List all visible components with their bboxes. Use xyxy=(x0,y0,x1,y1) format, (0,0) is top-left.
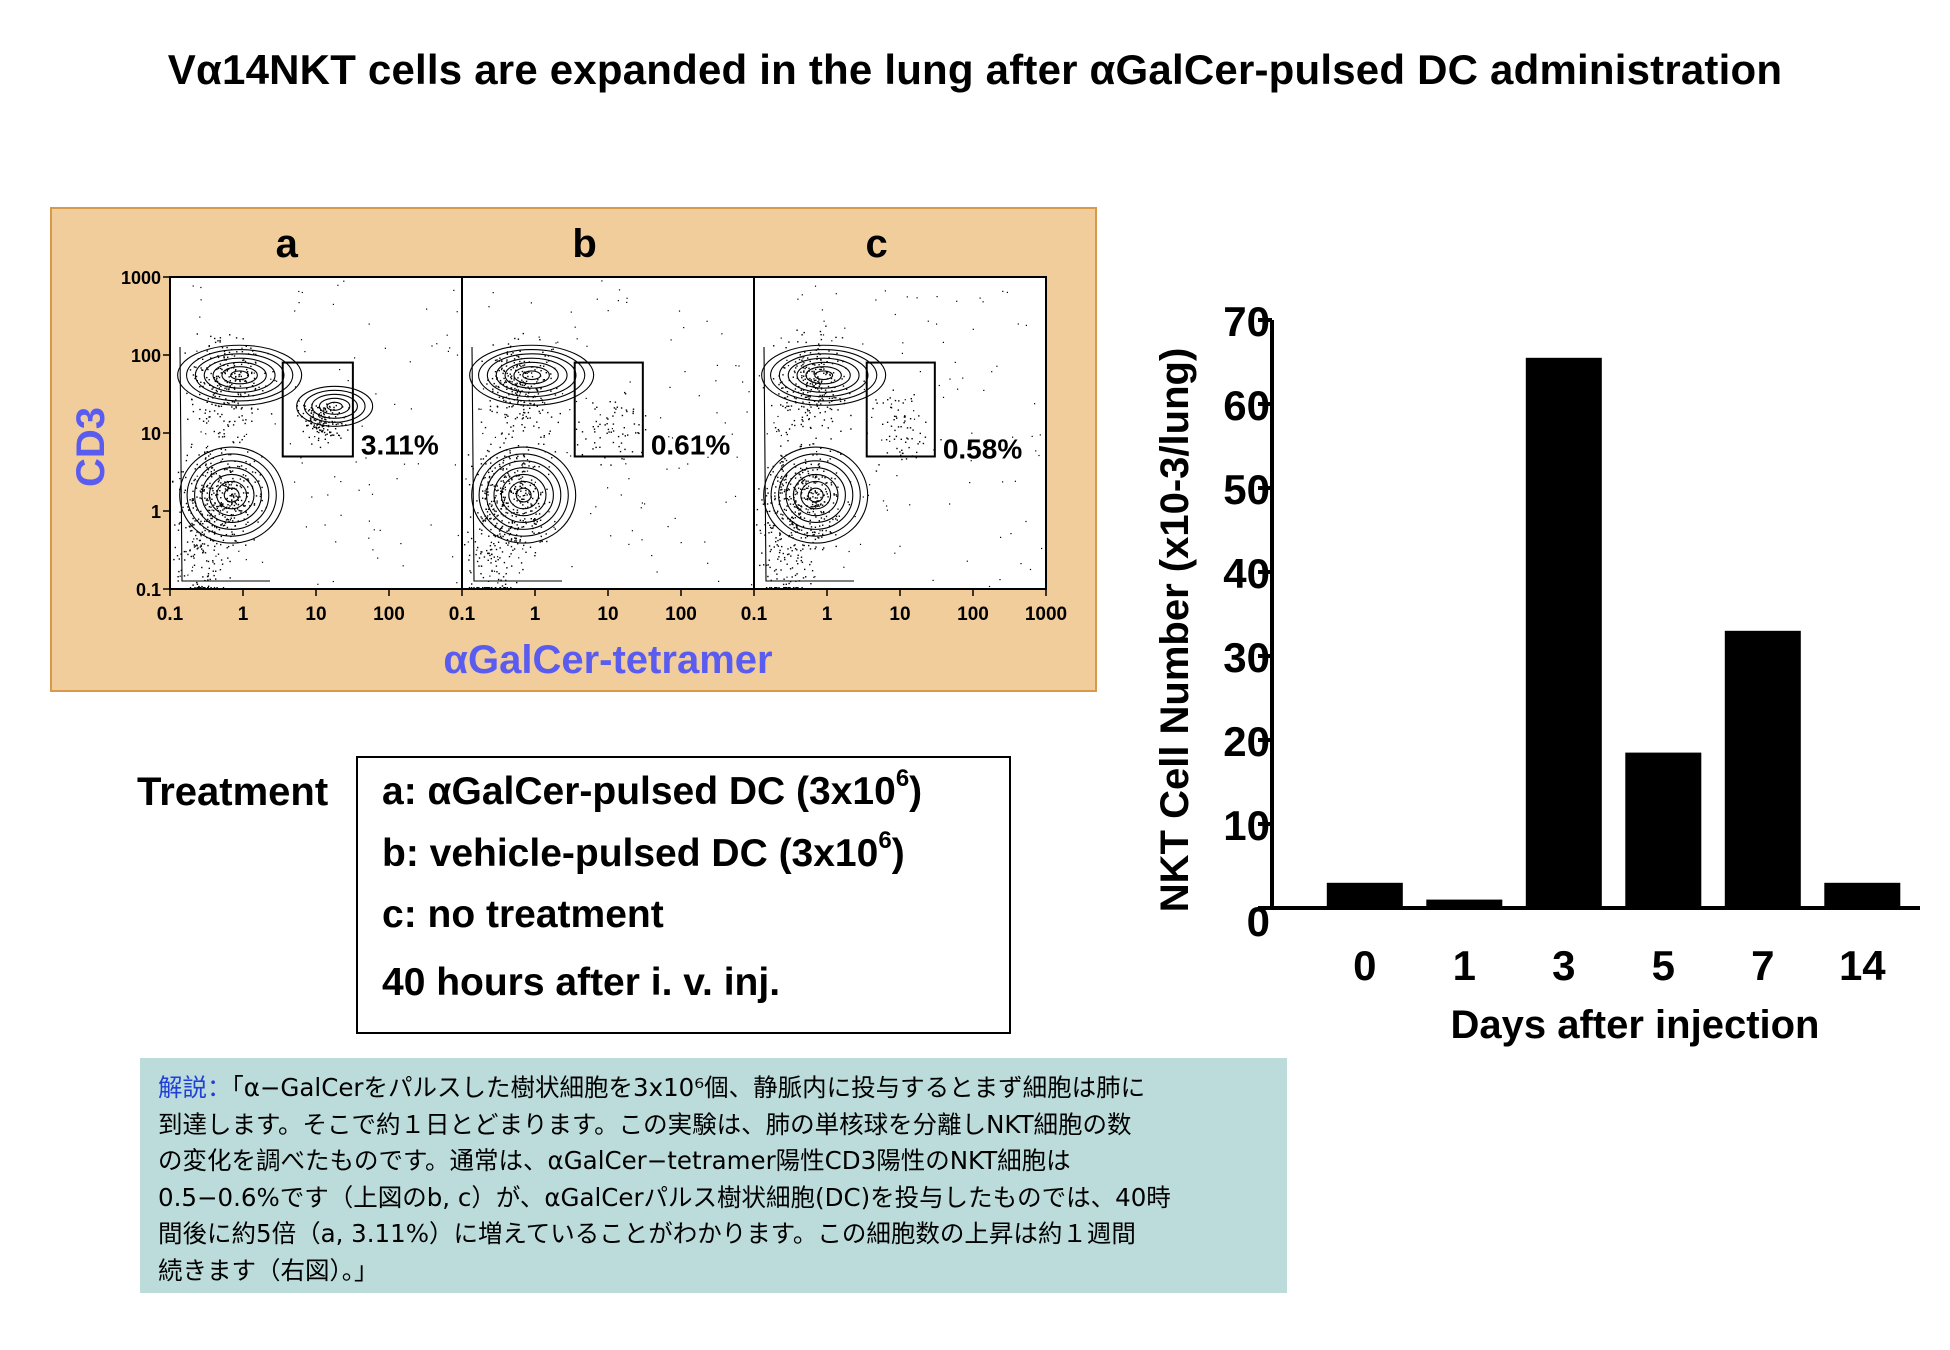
gate-box xyxy=(281,361,354,458)
x-tick-label: 10 xyxy=(597,604,618,625)
gate-percent: 3.11% xyxy=(361,429,439,460)
x-tick-label: 1 xyxy=(238,604,249,625)
contour-lines xyxy=(469,344,595,582)
flow-plot-c: 0.58% c 0.1 1 10 100 1000 xyxy=(741,222,1067,625)
bar-x-tick-label: 5 xyxy=(1652,942,1675,989)
bar-day-3 xyxy=(1525,357,1602,908)
y-tick-label: 0.1 xyxy=(136,580,161,600)
bar-y-tick-label: 50 xyxy=(1223,466,1270,513)
bar-x-tick-label: 1 xyxy=(1453,942,1476,989)
treatment-line-c: c: no treatment xyxy=(382,893,664,936)
y-tick-label: 1 xyxy=(151,502,161,522)
gate-percent: 0.61% xyxy=(651,429,730,460)
plot-frame xyxy=(753,276,1047,590)
flow-plot-b: 0.61% b 0.1 1 10 100 xyxy=(449,222,755,625)
panel-letter: b xyxy=(572,222,596,266)
event-dots xyxy=(464,280,753,589)
x-tick-label: 1 xyxy=(530,604,541,625)
bar-day-1 xyxy=(1426,899,1503,908)
bar-y-tick-label: 70 xyxy=(1223,298,1270,345)
x-tick-label: 1000 xyxy=(1025,604,1067,625)
treatment-label: Treatment xyxy=(137,770,329,814)
bar-x-tick-label: 0 xyxy=(1353,942,1376,989)
x-tick-label: 0.1 xyxy=(741,604,768,625)
flow-plot-a: 3.11% a 0.1 1 10 100 xyxy=(157,222,463,625)
treatment-line-b: b: vehicle-pulsed DC (3x106) xyxy=(382,827,905,876)
note-body: 「α−GalCerをパルスした樹状細胞を3x10⁶個、静脈内に投与するとまず細胞… xyxy=(158,1073,1171,1285)
x-tick-label: 10 xyxy=(305,604,326,625)
x-tick-label: 100 xyxy=(665,604,697,625)
contour-lines xyxy=(761,344,887,582)
contour-lines xyxy=(177,344,374,582)
panel-letter: c xyxy=(866,222,888,266)
bar-y-axis-label: NKT Cell Number (x10-3/lung) xyxy=(1153,348,1197,913)
bar-x-tick-label: 14 xyxy=(1839,942,1886,989)
bar-y-tick-label: 20 xyxy=(1223,718,1270,765)
flow-cytometry-panel: CD3 αGalCer-tetramer 3.11% a 0.1 1 10 100 0.61… xyxy=(50,207,1097,692)
bar-y-tick-label: 10 xyxy=(1223,802,1270,849)
explanation-note: 解説：「α−GalCerをパルスした樹状細胞を3x10⁶個、静脈内に投与するとま… xyxy=(140,1058,1287,1293)
bar-x-tick-label: 7 xyxy=(1751,942,1774,989)
bar-x-axis-label: Days after injection xyxy=(1450,1003,1819,1047)
treatment-line-a: a: αGalCer-pulsed DC (3x106) xyxy=(382,765,923,814)
page-title: Vα14NKT cells are expanded in the lung a… xyxy=(167,46,1783,93)
gate-box xyxy=(865,361,936,458)
bar-y-tick-label: 40 xyxy=(1223,550,1270,597)
treatment-line-time: 40 hours after i. v. inj. xyxy=(382,961,781,1004)
x-tick-label: 100 xyxy=(957,604,989,625)
bar-x-tick-label: 3 xyxy=(1552,942,1575,989)
y-tick-label: 10 xyxy=(141,424,161,444)
bar-day-7 xyxy=(1724,630,1801,908)
nkt-bar-chart: NKT Cell Number (x10-3/lung) Days after … xyxy=(1153,298,1920,1047)
event-dots xyxy=(756,285,1043,589)
y-axis-label-cd3: CD3 xyxy=(69,407,113,487)
gate-percent: 0.58% xyxy=(943,433,1022,464)
event-dots xyxy=(172,280,459,589)
panel-letter: a xyxy=(276,222,299,266)
bar-y-tick-label: 0 xyxy=(1247,898,1270,945)
treatment-legend: a: αGalCer-pulsed DC (3x106) b: vehicle-… xyxy=(356,756,1011,1034)
note-lead: 解説： xyxy=(158,1073,232,1102)
gate-box xyxy=(573,361,644,458)
y-tick-label: 100 xyxy=(131,346,161,366)
bar-day-0 xyxy=(1326,882,1403,908)
flow-cytometry-plots: CD3 αGalCer-tetramer 3.11%a0.1 1 10 1000.61… xyxy=(69,222,1067,682)
x-axis-label-tetramer: αGalCer-tetramer xyxy=(443,638,772,682)
x-tick-label: 1 xyxy=(822,604,833,625)
x-tick-label: 0.1 xyxy=(157,604,184,625)
x-tick-label: 100 xyxy=(373,604,405,625)
bar-day-14 xyxy=(1824,882,1901,908)
x-tick-label: 10 xyxy=(889,604,910,625)
y-tick-label: 1000 xyxy=(121,268,161,288)
bar-day-5 xyxy=(1625,752,1702,908)
bar-y-tick-label: 60 xyxy=(1223,382,1270,429)
bar-y-tick-label: 30 xyxy=(1223,634,1270,681)
x-tick-label: 0.1 xyxy=(449,604,476,625)
